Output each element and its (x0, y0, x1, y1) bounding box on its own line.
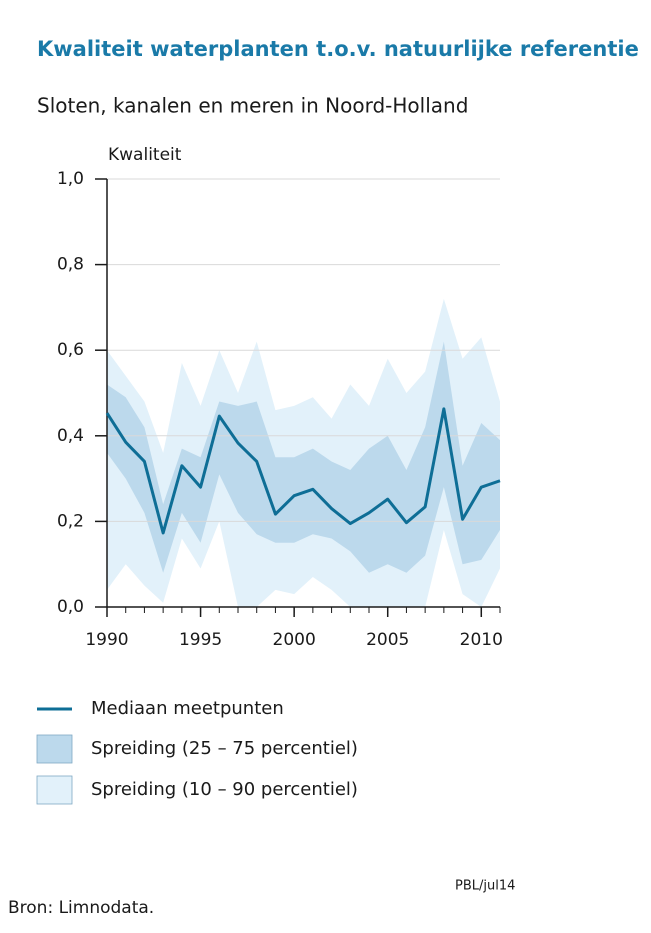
legend-swatch (36, 775, 73, 805)
y-axis-label: Kwaliteit (108, 145, 182, 165)
legend-label: Spreiding (10 – 90 percentiel) (91, 779, 358, 800)
y-tick-label: 0,4 (57, 426, 84, 446)
y-tick-label: 0,6 (57, 340, 84, 360)
source: Bron: Limnodata. (8, 898, 154, 918)
y-tick-label: 0,2 (57, 511, 84, 531)
x-tick-label: 2000 (273, 630, 316, 650)
legend-swatch (36, 734, 73, 764)
x-tick-label: 2005 (366, 630, 409, 650)
x-tick-label: 2010 (460, 630, 503, 650)
legend-label: Mediaan meetpunten (91, 698, 284, 719)
credit: PBL/jul14 (455, 879, 515, 894)
chart-title: Kwaliteit waterplanten t.o.v. natuurlijk… (37, 37, 639, 61)
y-tick-label: 1,0 (57, 169, 84, 189)
median-line (105, 407, 501, 535)
y-tick-label: 0,8 (57, 255, 84, 275)
y-tick-label: 0,0 (57, 597, 84, 617)
legend-label: Spreiding (25 – 75 percentiel) (91, 738, 358, 759)
chart-subtitle: Sloten, kanalen en meren in Noord-Hollan… (37, 94, 468, 118)
x-tick-label: 1990 (85, 630, 128, 650)
x-tick-label: 1995 (179, 630, 222, 650)
